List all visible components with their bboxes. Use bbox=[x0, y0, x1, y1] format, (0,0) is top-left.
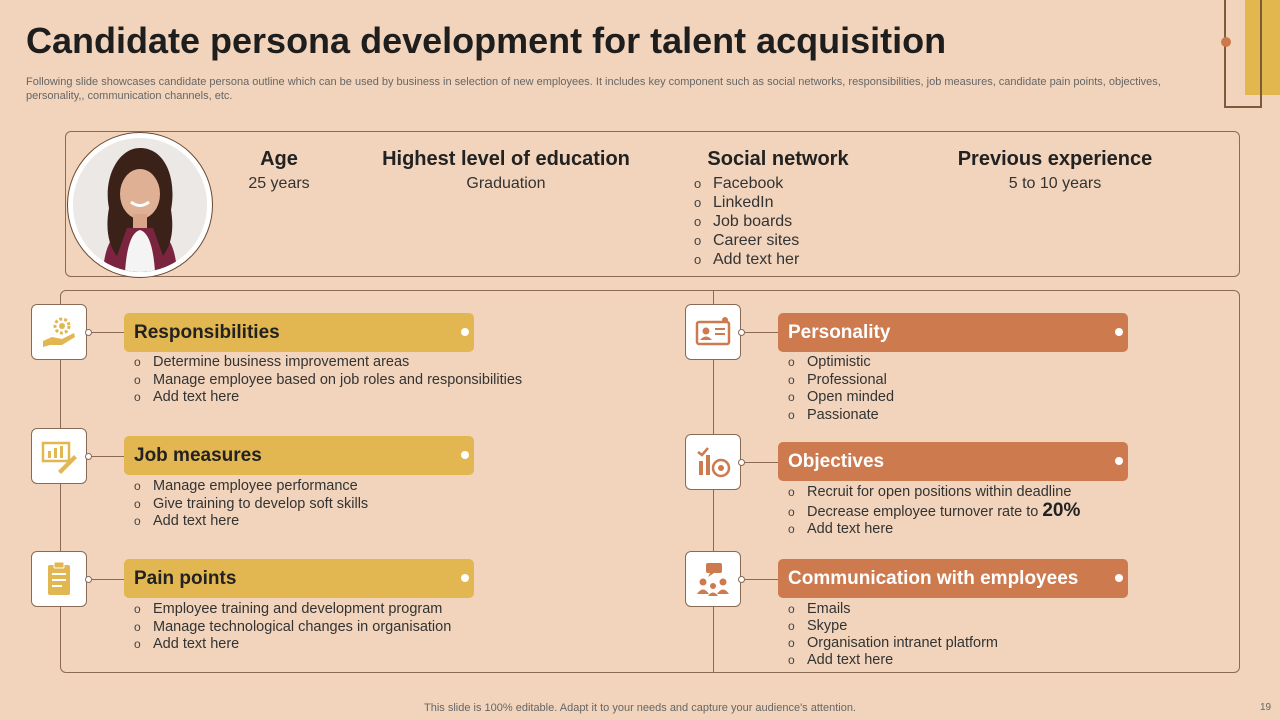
connector-dot bbox=[85, 329, 92, 336]
pill-dot bbox=[1115, 457, 1123, 465]
responsibilities-icon-box bbox=[31, 304, 87, 360]
responsibilities-title: Responsibilities bbox=[134, 321, 280, 343]
connector-dot bbox=[738, 329, 745, 336]
list-item: Add text here bbox=[134, 513, 368, 531]
list-item: Add text here bbox=[788, 521, 1080, 539]
personality-header: Personality bbox=[778, 313, 1128, 352]
pill-dot bbox=[461, 328, 469, 336]
objectives-list: Recruit for open positions within deadli… bbox=[788, 484, 1080, 539]
page-number: 19 bbox=[1260, 702, 1272, 713]
education-label: Highest level of education bbox=[382, 148, 630, 170]
responsibilities-list: Determine business improvement areas Man… bbox=[134, 354, 522, 407]
list-item: Give training to develop soft skills bbox=[134, 496, 368, 514]
communication-header: Communication with employees bbox=[778, 559, 1128, 598]
page-title: Candidate persona development for talent… bbox=[26, 20, 947, 61]
list-item: Manage technological changes in organisa… bbox=[134, 619, 451, 637]
job-measures-title: Job measures bbox=[134, 444, 262, 466]
list-item: Add text here bbox=[788, 652, 998, 669]
target-chart-icon bbox=[697, 447, 731, 478]
corner-frame bbox=[1224, 0, 1262, 108]
turnover-target: 20% bbox=[1042, 499, 1081, 521]
list-item: Determine business improvement areas bbox=[134, 354, 522, 372]
experience-label: Previous experience bbox=[957, 148, 1153, 170]
social-item: Career sites bbox=[694, 231, 799, 250]
connector bbox=[741, 579, 778, 580]
pill-dot bbox=[461, 574, 469, 582]
list-item: Organisation intranet platform bbox=[788, 635, 998, 652]
pain-points-header: Pain points bbox=[124, 559, 474, 598]
social-item: Job boards bbox=[694, 212, 799, 231]
list-item: Add text here bbox=[134, 636, 451, 654]
chart-ruler-icon bbox=[41, 441, 77, 474]
list-item: Recruit for open positions within deadli… bbox=[788, 484, 1080, 502]
job-measures-icon-box bbox=[31, 428, 87, 484]
list-item: Professional bbox=[788, 372, 894, 390]
objectives-title: Objectives bbox=[788, 450, 885, 472]
list-item-text: Decrease employee turnover rate to bbox=[807, 503, 1039, 520]
personality-icon-box bbox=[685, 304, 741, 360]
pill-dot bbox=[1115, 328, 1123, 336]
profile-panel bbox=[65, 131, 1240, 277]
connector bbox=[741, 462, 778, 463]
clipboard-icon bbox=[48, 561, 70, 595]
connector bbox=[741, 332, 778, 333]
communication-title: Communication with employees bbox=[788, 567, 1079, 589]
list-item: Emails bbox=[788, 601, 998, 618]
list-item: Optimistic bbox=[788, 354, 894, 372]
personality-list: Optimistic Professional Open minded Pass… bbox=[788, 354, 894, 424]
social-item: LinkedIn bbox=[694, 193, 799, 212]
pain-points-icon-box bbox=[31, 551, 87, 607]
list-item: Skype bbox=[788, 618, 998, 635]
social-item: Add text her bbox=[694, 250, 799, 269]
social-list: Facebook LinkedIn Job boards Career site… bbox=[694, 174, 799, 269]
pill-dot bbox=[461, 451, 469, 459]
list-item: Employee training and development progra… bbox=[134, 601, 451, 619]
avatar bbox=[73, 138, 207, 272]
social-item: Facebook bbox=[694, 174, 799, 193]
social-label: Social network bbox=[707, 148, 849, 170]
gear-hand-icon bbox=[43, 317, 75, 347]
age-label: Age bbox=[260, 148, 298, 170]
list-item: Manage employee based on job roles and r… bbox=[134, 372, 522, 390]
responsibilities-header: Responsibilities bbox=[124, 313, 474, 352]
page-subtitle: Following slide showcases candidate pers… bbox=[26, 76, 1161, 102]
connector-dot bbox=[738, 576, 745, 583]
footer-note: This slide is 100% editable. Adapt it to… bbox=[424, 702, 856, 714]
connector-dot bbox=[738, 459, 745, 466]
age-value: 25 years bbox=[248, 175, 310, 192]
experience-value: 5 to 10 years bbox=[1008, 175, 1102, 192]
connector bbox=[87, 332, 124, 333]
corner-dot bbox=[1221, 37, 1231, 47]
education-value: Graduation bbox=[466, 175, 546, 192]
list-item: Open minded bbox=[788, 389, 894, 407]
list-item: Manage employee performance bbox=[134, 478, 368, 496]
connector bbox=[87, 456, 124, 457]
connector bbox=[87, 579, 124, 580]
communication-icon-box bbox=[685, 551, 741, 607]
list-item: Add text here bbox=[134, 389, 522, 407]
communication-list: Emails Skype Organisation intranet platf… bbox=[788, 601, 998, 669]
pain-points-title: Pain points bbox=[134, 567, 237, 589]
connector-dot bbox=[85, 576, 92, 583]
people-chat-icon bbox=[697, 563, 729, 596]
objectives-icon-box bbox=[685, 434, 741, 490]
job-measures-list: Manage employee performance Give trainin… bbox=[134, 478, 368, 531]
personality-title: Personality bbox=[788, 321, 891, 343]
pill-dot bbox=[1115, 574, 1123, 582]
pain-points-list: Employee training and development progra… bbox=[134, 601, 451, 654]
corner-accent bbox=[1245, 0, 1280, 95]
list-item: Passionate bbox=[788, 407, 894, 425]
connector-dot bbox=[85, 453, 92, 460]
list-item: Decrease employee turnover rate to 20% bbox=[788, 499, 1081, 522]
objectives-header: Objectives bbox=[778, 442, 1128, 481]
person-photo-icon bbox=[73, 138, 207, 272]
job-measures-header: Job measures bbox=[124, 436, 474, 475]
id-card-icon bbox=[695, 317, 731, 346]
